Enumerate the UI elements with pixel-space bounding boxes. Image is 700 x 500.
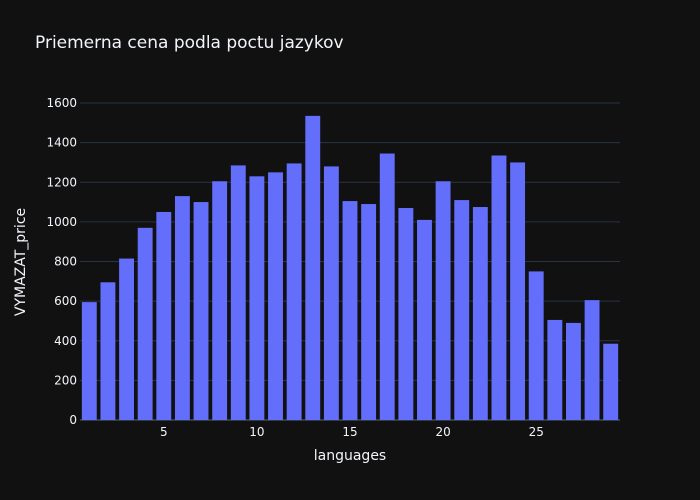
bar[interactable] bbox=[435, 181, 451, 420]
x-tick-label: 25 bbox=[529, 425, 544, 439]
y-tick-label: 1400 bbox=[46, 136, 77, 150]
bar[interactable] bbox=[417, 219, 432, 420]
bar[interactable] bbox=[584, 300, 600, 420]
bar[interactable] bbox=[81, 302, 97, 420]
bar[interactable] bbox=[305, 115, 321, 421]
x-tick-labels: 5 10 15 20 25 bbox=[160, 425, 544, 439]
bar[interactable] bbox=[249, 176, 265, 420]
bar[interactable] bbox=[156, 211, 172, 420]
y-tick-label: 200 bbox=[54, 373, 77, 387]
y-tick-label: 400 bbox=[54, 334, 77, 348]
x-tick-label: 5 bbox=[160, 425, 168, 439]
bar[interactable] bbox=[547, 319, 563, 420]
bar[interactable] bbox=[361, 204, 377, 420]
bars bbox=[81, 115, 619, 421]
bar[interactable] bbox=[286, 163, 302, 420]
bar[interactable] bbox=[212, 181, 228, 420]
y-tick-label: 0 bbox=[69, 413, 77, 427]
bar[interactable] bbox=[268, 172, 283, 420]
bar[interactable] bbox=[491, 155, 507, 421]
bar[interactable] bbox=[472, 207, 488, 420]
bar[interactable] bbox=[398, 208, 414, 420]
bar[interactable] bbox=[603, 343, 619, 420]
x-axis-title: languages bbox=[314, 448, 386, 464]
y-axis-title: VYMAZAT_price bbox=[13, 208, 29, 316]
bar[interactable] bbox=[510, 162, 526, 420]
y-tick-label: 1600 bbox=[46, 96, 77, 110]
bar[interactable] bbox=[119, 258, 134, 420]
y-tick-label: 600 bbox=[54, 294, 77, 308]
bar[interactable] bbox=[137, 227, 153, 420]
x-tick-label: 10 bbox=[249, 425, 264, 439]
bar[interactable] bbox=[528, 271, 544, 420]
bar[interactable] bbox=[323, 166, 339, 420]
bar[interactable] bbox=[100, 282, 116, 420]
y-tick-label: 1000 bbox=[46, 215, 77, 229]
x-tick-label: 20 bbox=[435, 425, 450, 439]
bar[interactable] bbox=[193, 202, 209, 420]
bar[interactable] bbox=[566, 322, 581, 420]
y-tick-label: 800 bbox=[54, 255, 77, 269]
y-tick-label: 1200 bbox=[46, 175, 77, 189]
y-tick-labels: 0 200 400 600 800 1000 1200 1400 1600 bbox=[46, 96, 77, 427]
chart-title: Priemerna cena podla poctu jazykov bbox=[35, 33, 344, 53]
bar[interactable] bbox=[342, 201, 358, 420]
bar[interactable] bbox=[230, 165, 246, 420]
bar[interactable] bbox=[379, 153, 395, 420]
bar[interactable] bbox=[174, 196, 190, 420]
bar[interactable] bbox=[454, 200, 470, 420]
x-tick-label: 15 bbox=[342, 425, 357, 439]
